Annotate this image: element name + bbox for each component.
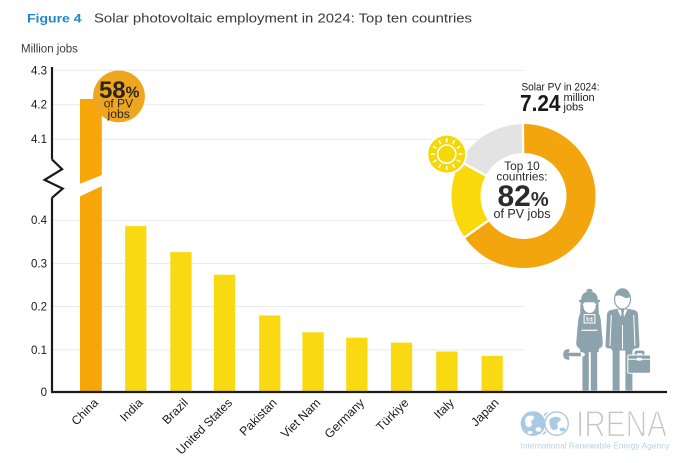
svg-text:Türkiye: Türkiye (373, 396, 411, 434)
svg-text:7.24: 7.24 (520, 90, 561, 116)
svg-text:of PV: of PV (104, 97, 133, 111)
svg-text:4.2: 4.2 (31, 100, 47, 112)
svg-text:0.2: 0.2 (31, 302, 47, 314)
svg-text:IRENA: IRENA (576, 404, 667, 445)
svg-text:0.4: 0.4 (31, 215, 48, 227)
svg-text:Japan: Japan (468, 396, 501, 429)
svg-text:jobs: jobs (563, 101, 585, 113)
svg-text:Italy: Italy (431, 395, 457, 421)
svg-text:International Renewable Energy: International Renewable Energy Agency (521, 441, 671, 450)
svg-text:Germany: Germany (322, 395, 368, 441)
svg-text:0.3: 0.3 (31, 259, 47, 271)
svg-text:58%: 58% (99, 77, 140, 104)
svg-text:Figure 4: Figure 4 (27, 12, 82, 26)
svg-text:0.1: 0.1 (31, 345, 47, 357)
svg-text:India: India (117, 396, 146, 425)
svg-text:Million jobs: Million jobs (21, 44, 78, 56)
svg-text:Solar PV in 2024:: Solar PV in 2024: (522, 81, 600, 93)
svg-text:82%: 82% (498, 180, 549, 213)
svg-text:4.3: 4.3 (31, 65, 47, 77)
svg-text:countries:: countries: (496, 170, 547, 184)
svg-text:4.1: 4.1 (31, 134, 47, 146)
svg-text:jobs: jobs (107, 107, 130, 121)
svg-text:Top 10: Top 10 (504, 159, 540, 173)
svg-text:Brazil: Brazil (159, 396, 190, 427)
svg-text:million: million (564, 92, 595, 104)
svg-text:China: China (69, 396, 102, 429)
svg-text:Viet Nam: Viet Nam (278, 396, 323, 441)
svg-text:of PV jobs: of PV jobs (494, 207, 551, 221)
svg-text:Pakistan: Pakistan (237, 396, 280, 439)
svg-text:Solar photovoltaic employment: Solar photovoltaic employment in 2024: T… (94, 11, 472, 26)
svg-text:0: 0 (41, 387, 47, 399)
